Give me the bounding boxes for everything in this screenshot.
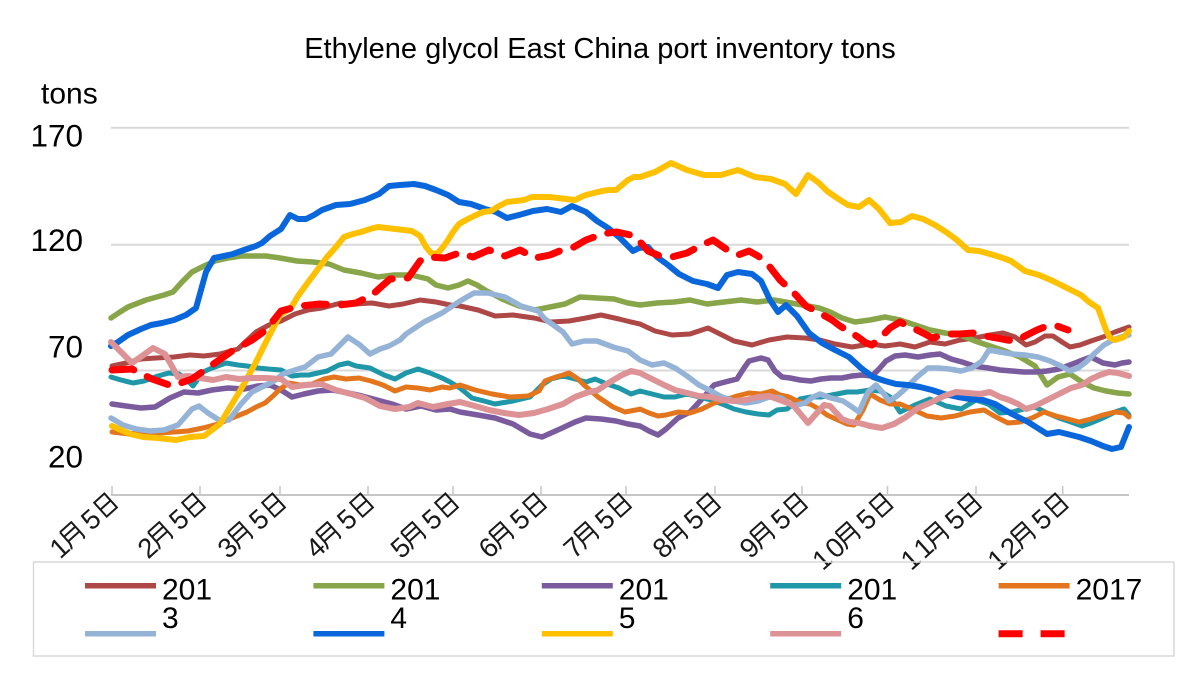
svg-text:4: 4 [390, 602, 407, 635]
svg-text:170: 170 [30, 117, 83, 153]
svg-text:201: 201 [619, 574, 669, 607]
svg-text:201: 201 [390, 574, 440, 607]
svg-text:6: 6 [847, 602, 864, 635]
svg-text:201: 201 [847, 574, 897, 607]
svg-text:2017: 2017 [1076, 574, 1143, 607]
svg-text:201: 201 [162, 574, 212, 607]
svg-text:120: 120 [30, 222, 83, 258]
svg-text:70: 70 [48, 328, 83, 364]
svg-text:Ethylene glycol East China por: Ethylene glycol East China port inventor… [304, 33, 896, 65]
svg-text:20: 20 [48, 438, 83, 474]
svg-text:3: 3 [162, 602, 179, 635]
svg-text:5: 5 [619, 602, 636, 635]
svg-text:tons: tons [41, 78, 98, 111]
